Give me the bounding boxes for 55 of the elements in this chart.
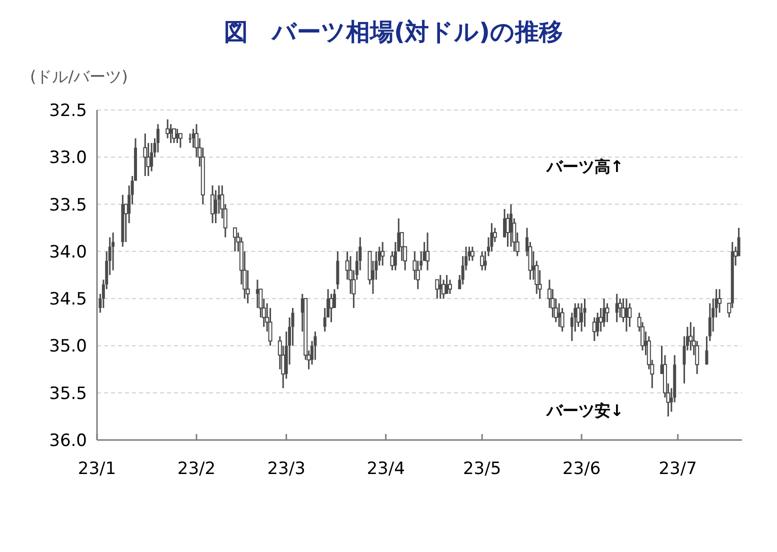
candlestick (448, 278, 452, 295)
candlestick (480, 250, 484, 272)
candlestick (580, 302, 584, 332)
candlestick (442, 278, 446, 300)
candlestick (592, 316, 596, 342)
candlestick (150, 142, 154, 172)
x-tick-label: 23/3 (267, 459, 306, 479)
y-tick-label: 32.5 (49, 101, 87, 121)
x-tick-label: 23/5 (462, 459, 502, 479)
candlestick (490, 222, 494, 252)
candlestick (509, 204, 512, 248)
candlestick (166, 118, 170, 140)
y-axis-title: (ドル/バーツ) (30, 67, 128, 86)
x-tick-label: 23/4 (366, 459, 405, 479)
candlestick (445, 274, 448, 295)
candlestick (112, 232, 115, 272)
candlestick (188, 132, 192, 144)
candlestick (688, 321, 693, 352)
y-tick-label: 34.5 (49, 290, 87, 310)
x-tick-label: 23/2 (177, 459, 216, 479)
y-tick-label: 35.0 (49, 336, 87, 357)
candlestick (156, 123, 160, 154)
x-tick-label: 23/1 (78, 459, 116, 479)
annotation: バーツ高↑ (545, 157, 624, 176)
candlestick (560, 307, 564, 332)
chart-title: 図 バーツ相場(対ドル)の推移 (224, 18, 563, 46)
candlestick (470, 246, 474, 262)
candlestick (576, 302, 580, 328)
candlestick (143, 132, 148, 177)
candlestick (718, 288, 722, 314)
candlestick (628, 302, 632, 328)
y-tick-label: 33.0 (49, 148, 87, 168)
candlestick (232, 227, 237, 252)
y-tick-label: 34.0 (49, 242, 87, 262)
candlestick (426, 232, 430, 272)
x-tick-label: 23/7 (658, 459, 697, 479)
candlestick (596, 312, 600, 338)
candlestick (214, 189, 218, 224)
candlestick (602, 298, 606, 328)
candlestick (435, 278, 440, 300)
candlestick (618, 298, 622, 318)
candlestick (268, 307, 272, 346)
y-tick-label: 33.5 (49, 195, 87, 216)
y-tick-label: 35.5 (49, 384, 87, 404)
annotation: バーツ安↓ (545, 401, 624, 420)
candlestick (605, 302, 610, 323)
candlestick (176, 128, 179, 144)
candlestick (178, 132, 182, 148)
candlestick (380, 241, 385, 266)
candlestick (558, 302, 561, 328)
candlestick (172, 128, 176, 144)
x-tick-label: 23/6 (562, 459, 601, 479)
candlestick (583, 298, 586, 328)
candlestick (210, 184, 215, 224)
y-tick-label: 36.0 (49, 431, 87, 451)
